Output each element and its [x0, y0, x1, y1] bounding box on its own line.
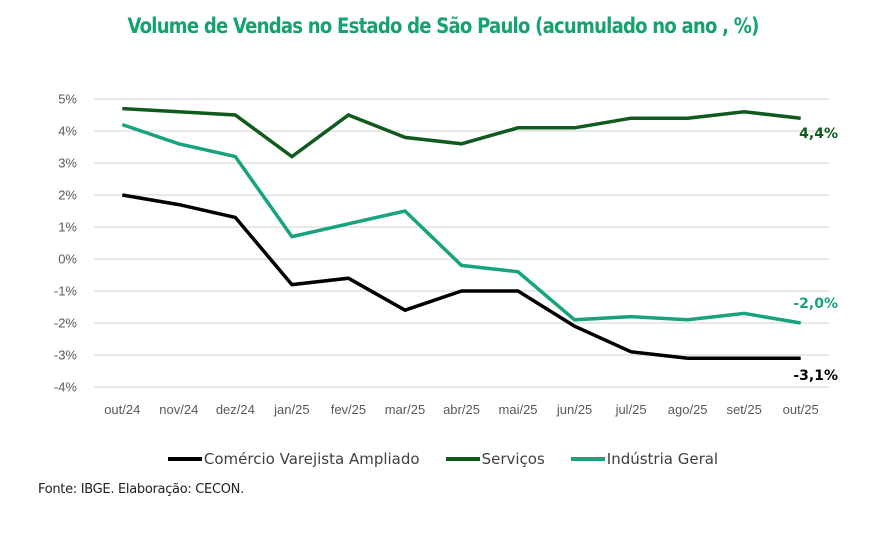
legend-swatch: [570, 457, 605, 461]
y-tick-label: 4%: [58, 124, 77, 139]
x-tick-label: fev/25: [331, 402, 366, 417]
x-axis-ticks: out/24 nov/24 dez/24 jan/25 fev/25 mar/25 abr/…: [104, 402, 819, 417]
legend-label: Comércio Varejista Ampliado: [203, 450, 420, 468]
x-tick-label: abr/25: [443, 402, 480, 417]
series-line-com-rcio-varejista-ampliado: [122, 193, 801, 360]
legend: Comércio Varejista Ampliado Serviços Indús…: [0, 450, 886, 468]
legend-label: Serviços: [481, 450, 545, 468]
y-tick-label: 5%: [58, 92, 77, 107]
legend-item: Comércio Varejista Ampliado: [167, 450, 420, 468]
series-lines: [121, 106, 801, 360]
legend-item: Indústria Geral: [570, 450, 719, 468]
x-tick-label: set/25: [726, 402, 761, 417]
x-tick-label: out/24: [104, 402, 140, 417]
x-tick-label: jul/25: [615, 402, 647, 417]
source-note: Fonte: IBGE. Elaboração: CECON.: [38, 482, 244, 497]
chart-plot: 5% 4% 3% 2% 1% 0% -1% -2% -3% -4% out/24 nov/24 dez…: [54, 92, 838, 418]
x-tick-label: mar/25: [385, 402, 425, 417]
y-tick-label: 2%: [58, 188, 77, 203]
x-tick-label: out/25: [783, 402, 819, 417]
chart-title: Volume de Vendas no Estado de São Paulo …: [127, 14, 759, 38]
y-tick-label: -1%: [54, 284, 78, 299]
end-label: 4,4%: [799, 126, 838, 142]
end-labels: -3,1% 4,4% -2,0%: [793, 126, 838, 384]
legend-swatch: [445, 457, 480, 461]
y-tick-label: -3%: [54, 348, 78, 363]
x-tick-label: dez/24: [216, 402, 255, 417]
y-axis-ticks: 5% 4% 3% 2% 1% 0% -1% -2% -3% -4%: [54, 92, 78, 395]
x-tick-label: ago/25: [668, 402, 708, 417]
legend-label: Indústria Geral: [606, 450, 719, 468]
series-line-ind-stria-geral: [121, 122, 801, 325]
x-tick-label: jun/25: [556, 402, 592, 417]
legend-item: Serviços: [445, 450, 545, 468]
y-tick-label: -4%: [54, 380, 78, 395]
gridlines: [94, 98, 829, 388]
series-line-servi-os: [122, 106, 801, 159]
end-label: -2,0%: [793, 296, 838, 312]
legend-swatch: [167, 457, 202, 461]
x-tick-label: nov/24: [159, 402, 198, 417]
end-label: -3,1%: [793, 368, 838, 384]
x-tick-label: mai/25: [499, 402, 538, 417]
y-tick-label: 1%: [58, 220, 77, 235]
x-tick-label: jan/25: [273, 402, 309, 417]
y-tick-label: 3%: [58, 156, 77, 171]
y-tick-label: 0%: [58, 252, 77, 267]
y-tick-label: -2%: [54, 316, 78, 331]
